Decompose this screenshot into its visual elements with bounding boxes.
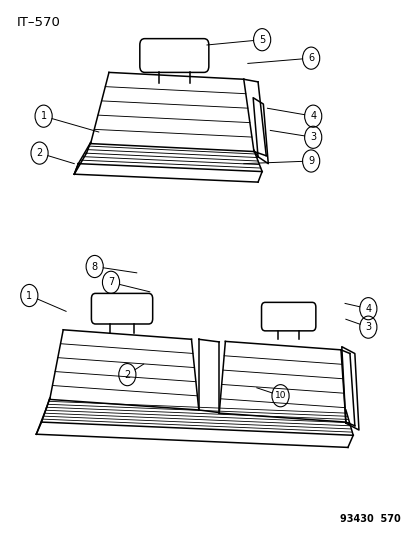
Text: 7: 7 [108, 277, 114, 287]
Text: 2: 2 [36, 148, 43, 158]
Text: 4: 4 [309, 111, 316, 121]
Text: 93430  570: 93430 570 [339, 514, 400, 524]
Text: 4: 4 [364, 304, 370, 314]
Text: 5: 5 [259, 35, 265, 45]
Text: 1: 1 [40, 111, 47, 121]
Text: 10: 10 [274, 391, 285, 400]
Text: 6: 6 [307, 53, 313, 63]
Text: 8: 8 [91, 262, 97, 271]
Text: IT–570: IT–570 [17, 16, 61, 29]
Text: 2: 2 [124, 369, 130, 379]
Text: 3: 3 [364, 322, 370, 332]
Text: 1: 1 [26, 290, 32, 301]
Text: 9: 9 [307, 156, 313, 166]
Text: 3: 3 [309, 132, 316, 142]
